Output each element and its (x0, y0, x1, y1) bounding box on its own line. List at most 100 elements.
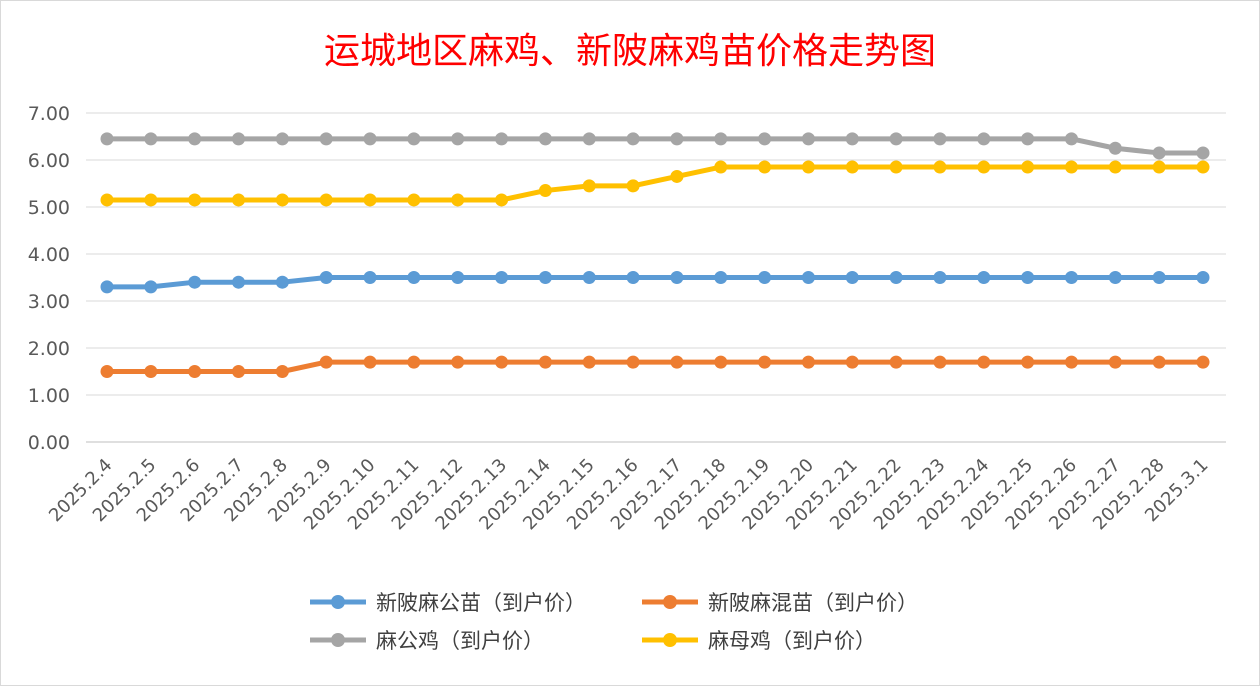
data-point (538, 355, 552, 369)
legend-label: 新陂麻混苗（到户价） (708, 591, 918, 615)
data-point (407, 132, 421, 146)
data-point (1152, 355, 1166, 369)
data-point (538, 184, 552, 198)
data-point (1152, 271, 1166, 284)
legend-marker (331, 633, 345, 647)
data-point (801, 132, 815, 146)
data-point (1196, 146, 1210, 160)
data-point (451, 355, 465, 369)
data-point (451, 271, 465, 284)
series-group (100, 355, 1210, 378)
legend-label: 麻母鸡（到户价） (708, 629, 876, 653)
data-point (319, 193, 333, 207)
data-point (363, 271, 377, 284)
data-point (451, 193, 465, 207)
data-point (714, 355, 728, 369)
data-point (188, 132, 202, 146)
data-point (758, 271, 772, 284)
y-tick-label: 7.00 (28, 103, 70, 125)
data-point (977, 355, 991, 369)
legend-item: 新陂麻混苗（到户价） (642, 591, 918, 615)
data-point (626, 179, 640, 193)
data-point (100, 365, 114, 378)
gridlines (86, 112, 1226, 443)
y-tick-label: 4.00 (28, 244, 70, 266)
data-point (232, 275, 246, 289)
chart-title: 运城地区麻鸡、新陂麻鸡苗价格走势图 (323, 31, 936, 72)
data-point (1021, 355, 1035, 369)
y-axis: 0.00 1.00 2.00 3.00 4.00 5.00 6.00 7.00 (28, 103, 70, 454)
data-point (758, 355, 772, 369)
data-point (933, 132, 947, 146)
data-point (582, 132, 596, 146)
data-point (626, 132, 640, 146)
data-point (1064, 271, 1078, 284)
data-point (582, 271, 596, 284)
data-point (319, 271, 333, 284)
data-point (933, 271, 947, 284)
data-point (889, 160, 903, 174)
legend-marker (331, 595, 345, 609)
series-line (104, 359, 1206, 374)
data-point (670, 355, 684, 369)
data-point (275, 365, 289, 378)
data-point (538, 132, 552, 146)
data-point (1196, 160, 1210, 174)
legend-item: 新陂麻公苗（到户价） (310, 591, 586, 615)
data-point (845, 160, 859, 174)
data-point (1152, 160, 1166, 174)
data-point (100, 132, 114, 146)
data-point (714, 132, 728, 146)
data-point (1064, 132, 1078, 146)
data-point (845, 271, 859, 284)
data-point (319, 132, 333, 146)
data-point (232, 365, 246, 378)
data-point (100, 280, 114, 294)
data-point (801, 271, 815, 284)
data-point (363, 355, 377, 369)
legend: 新陂麻公苗（到户价） 新陂麻混苗（到户价） 麻公鸡（到户价） 麻母鸡（到户价） (310, 591, 918, 653)
data-point (188, 193, 202, 207)
series-group (100, 160, 1210, 207)
data-point (144, 280, 158, 294)
data-point (232, 193, 246, 207)
data-point (889, 132, 903, 146)
y-tick-label: 1.00 (28, 385, 70, 407)
legend-item: 麻公鸡（到户价） (310, 629, 544, 653)
data-point (275, 275, 289, 289)
data-point (407, 355, 421, 369)
data-point (144, 132, 158, 146)
data-point (845, 355, 859, 369)
y-tick-label: 3.00 (28, 291, 70, 313)
data-point (495, 132, 509, 146)
data-point (1196, 271, 1210, 284)
data-point (1021, 132, 1035, 146)
data-point (275, 132, 289, 146)
data-point (977, 132, 991, 146)
data-point (538, 271, 552, 284)
data-point (1108, 141, 1122, 155)
data-point (319, 355, 333, 369)
data-point (582, 355, 596, 369)
series-line (104, 164, 1206, 203)
data-point (1021, 271, 1035, 284)
series-line (104, 136, 1206, 156)
data-point (845, 132, 859, 146)
data-point (363, 193, 377, 207)
legend-marker (663, 633, 677, 647)
legend-label: 新陂麻公苗（到户价） (376, 591, 586, 615)
data-point (977, 271, 991, 284)
data-point (714, 160, 728, 174)
data-point (495, 271, 509, 284)
data-point (670, 132, 684, 146)
data-point (100, 193, 114, 207)
data-point (1108, 355, 1122, 369)
series-group (100, 132, 1210, 160)
data-point (144, 365, 158, 378)
y-tick-label: 5.00 (28, 197, 70, 219)
series-line (104, 275, 1206, 290)
data-point (1064, 355, 1078, 369)
data-point (495, 355, 509, 369)
